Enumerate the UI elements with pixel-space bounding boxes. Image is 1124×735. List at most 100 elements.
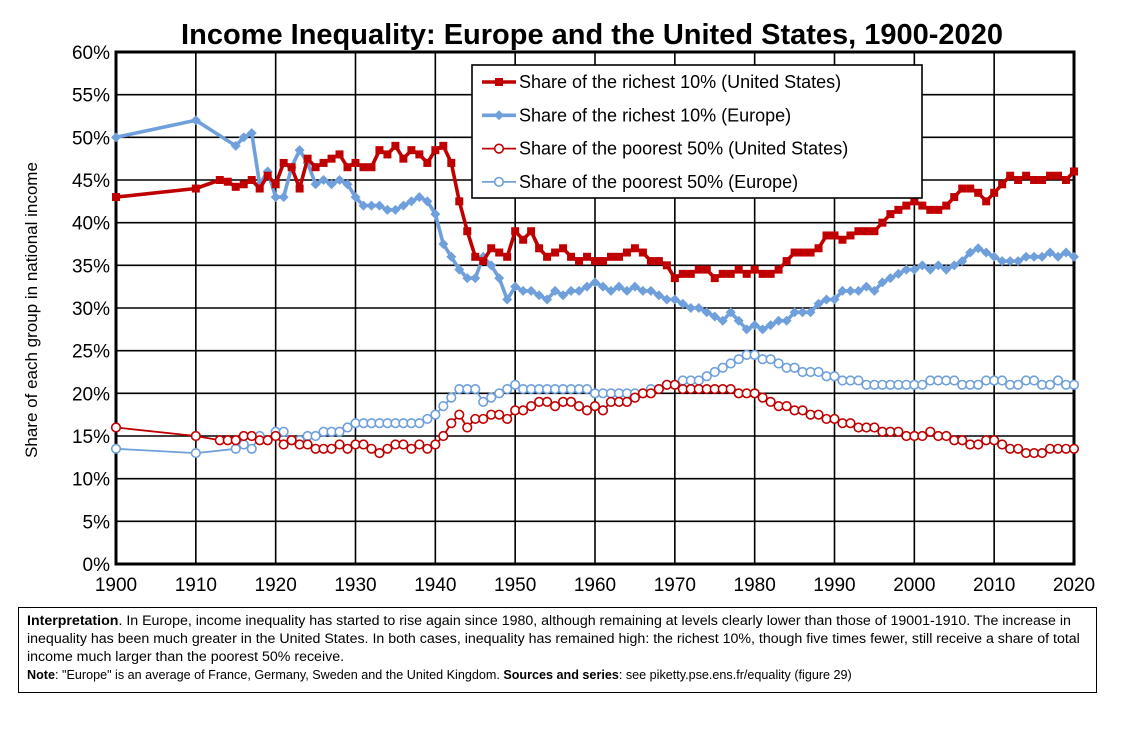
x-tick-label: 2000 xyxy=(893,575,935,596)
data-point xyxy=(510,379,521,390)
data-point xyxy=(854,227,863,236)
data-point xyxy=(798,248,807,257)
data-point xyxy=(1038,176,1047,184)
data-point xyxy=(278,426,289,437)
data-point xyxy=(543,252,552,261)
data-point xyxy=(527,227,536,236)
y-axis-label: Share of each group in national income xyxy=(22,162,41,458)
data-point xyxy=(1037,251,1048,262)
data-point xyxy=(910,197,919,206)
data-point xyxy=(869,422,880,433)
data-point xyxy=(677,298,688,309)
data-point xyxy=(1022,171,1031,180)
y-tick-label: 15% xyxy=(72,427,110,448)
data-point xyxy=(629,392,641,403)
data-point xyxy=(503,252,512,261)
data-point xyxy=(238,132,249,143)
data-point xyxy=(542,294,553,305)
data-point xyxy=(318,175,329,185)
legend-item: Share of the poorest 50% (United States) xyxy=(482,139,848,159)
data-point xyxy=(1068,443,1080,454)
data-point xyxy=(862,227,871,236)
data-point xyxy=(581,383,593,395)
legend-swatch-marker xyxy=(493,176,505,187)
data-point xyxy=(358,439,369,450)
data-point xyxy=(710,274,719,283)
data-point xyxy=(693,303,704,313)
data-point xyxy=(558,290,569,301)
data-point xyxy=(830,231,839,240)
data-point xyxy=(494,409,505,420)
data-point xyxy=(327,154,336,163)
data-point xyxy=(246,443,257,454)
data-point xyxy=(303,154,312,163)
data-point xyxy=(757,392,768,403)
data-point xyxy=(294,145,305,156)
data-point xyxy=(621,396,633,407)
data-point xyxy=(502,383,513,395)
data-point xyxy=(447,158,456,167)
interpretation-text: . In Europe, income inequality has start… xyxy=(27,613,1080,665)
data-point xyxy=(390,204,401,215)
data-point xyxy=(223,177,232,186)
data-point xyxy=(230,443,241,454)
y-tick-label: 35% xyxy=(72,256,110,277)
data-point xyxy=(190,115,201,126)
sources-text: : see piketty.pse.ens.fr/equality (figur… xyxy=(618,668,852,682)
data-point xyxy=(518,405,529,416)
data-point xyxy=(430,209,441,220)
data-point xyxy=(774,265,783,274)
data-point xyxy=(270,430,281,442)
data-point xyxy=(717,315,728,326)
data-point xyxy=(1054,171,1063,180)
data-point xyxy=(901,264,912,275)
y-tick-label: 50% xyxy=(72,128,110,149)
data-point xyxy=(534,290,545,301)
data-point xyxy=(957,256,968,267)
data-point xyxy=(918,201,927,210)
y-tick-label: 0% xyxy=(83,555,111,576)
x-tick-label: 1980 xyxy=(734,575,776,596)
data-point xyxy=(782,257,791,266)
data-point xyxy=(645,388,656,399)
data-point xyxy=(1013,379,1024,390)
data-point xyxy=(853,285,864,296)
data-point xyxy=(749,349,760,361)
data-point xyxy=(702,265,711,274)
axes: 0% 5% 10% 15% 20% 25% 30% 35% 40% 45% 50% 55% 60% 190… xyxy=(72,43,1095,596)
data-point xyxy=(454,409,465,420)
legend-label: Share of the richest 10% (United States) xyxy=(519,72,841,92)
data-point xyxy=(894,205,903,214)
data-point xyxy=(583,252,592,261)
data-point xyxy=(567,252,576,261)
data-point xyxy=(351,158,360,167)
legend-item: Share of the richest 10% (Europe) xyxy=(482,105,791,125)
data-point xyxy=(829,413,840,425)
data-point xyxy=(462,273,473,284)
data-point xyxy=(310,179,321,190)
data-point xyxy=(741,324,752,335)
data-point xyxy=(678,269,687,278)
data-point xyxy=(110,443,122,454)
data-point xyxy=(262,435,273,446)
data-point xyxy=(549,401,561,412)
data-point xyxy=(422,413,433,425)
data-point xyxy=(789,362,800,373)
legend-box xyxy=(471,64,923,199)
data-point xyxy=(414,418,425,429)
data-point xyxy=(661,294,672,305)
data-point xyxy=(982,197,991,206)
data-point xyxy=(797,307,808,318)
data-point xyxy=(581,405,593,416)
data-point xyxy=(757,324,768,335)
data-point xyxy=(511,227,520,236)
data-point xyxy=(613,281,624,292)
data-point xyxy=(1021,251,1032,262)
data-point xyxy=(789,307,800,318)
data-point xyxy=(941,430,952,442)
legend-swatch-marker xyxy=(494,110,504,121)
data-point xyxy=(637,285,648,296)
data-point xyxy=(861,281,872,292)
data-point xyxy=(893,268,904,279)
data-point xyxy=(750,265,759,274)
